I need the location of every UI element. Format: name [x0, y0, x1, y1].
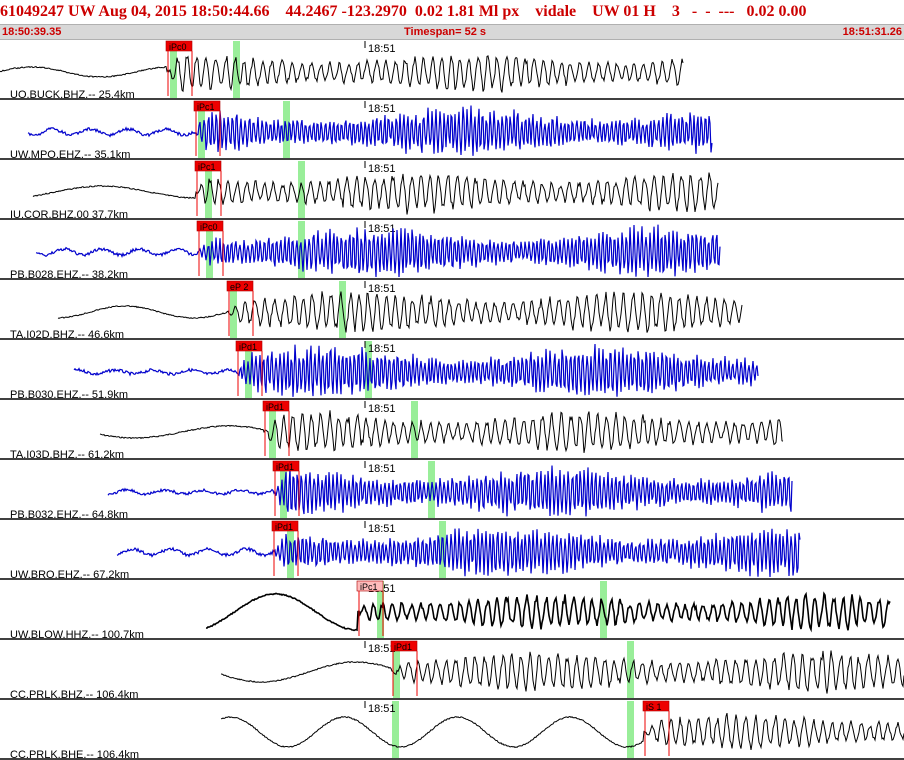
- channel-label: PB.B032.EHZ.-- 64.8km: [10, 509, 128, 521]
- phase-marker: [365, 341, 372, 398]
- channel-label: PB.B028.EHZ.-- 38.2km: [10, 269, 128, 281]
- pick-marker[interactable]: iPd1: [235, 340, 263, 396]
- trace-row: 18:51 iPc0 UO.BUCK.BHZ.-- 25.4km: [0, 40, 904, 101]
- minute-label: 18:51: [368, 103, 396, 115]
- channel-label: PB.B030.EHZ.-- 51.9km: [10, 389, 128, 401]
- minute-label: 18:51: [368, 163, 396, 175]
- header-bar: 61049247 UW Aug 04, 2015 18:50:44.66 44.…: [0, 0, 904, 40]
- channel-label: UW.BLOW.HHZ.-- 100.7km: [10, 629, 144, 641]
- phase-marker: [439, 521, 446, 578]
- trace-row: 18:51 iPd1 PB.B032.EHZ.-- 64.8km: [0, 460, 904, 521]
- trace-row: 18:51 iS 1 CC.PRLK.BHE.-- 106.4km: [0, 700, 904, 760]
- pick-label: iPc1: [197, 102, 215, 112]
- pick-marker[interactable]: iPc1: [356, 580, 384, 636]
- minute-label: 18:51: [368, 643, 396, 655]
- phase-marker: [393, 641, 400, 698]
- minute-label: 18:51: [368, 283, 396, 295]
- waveform: [116, 528, 801, 578]
- minute-label: 18:51: [368, 403, 396, 415]
- phase-marker: [298, 161, 305, 218]
- trace-row: 18:51 iPd1 UW.BRO.EHZ.-- 67.2km: [0, 520, 904, 581]
- phase-marker: [627, 641, 634, 698]
- channel-label: TA.I03D.BHZ.-- 61.2km: [10, 449, 124, 461]
- waveform: [27, 105, 713, 156]
- pick-label: iPc1: [198, 162, 216, 172]
- waveform: [107, 465, 793, 517]
- channel-label: UW.MPO.EHZ.-- 35.1km: [10, 149, 130, 161]
- channel-label: UO.BUCK.BHZ.-- 25.4km: [10, 89, 135, 101]
- pick-marker[interactable]: iS 1: [642, 700, 670, 756]
- pick-marker[interactable]: iPd1: [390, 640, 418, 696]
- channel-label: UW.BRO.EHZ.-- 67.2km: [10, 569, 129, 581]
- pick-label: iPc0: [200, 222, 218, 232]
- event-title: 61049247 UW Aug 04, 2015 18:50:44.66 44.…: [0, 3, 807, 20]
- minute-label: 18:51: [368, 703, 396, 715]
- time-bar: 18:50:39.35 Timespan= 52 s 18:51:31.26: [0, 24, 904, 40]
- timespan-label: Timespan= 52 s: [404, 26, 487, 38]
- trace-row: 18:51 iPc0 PB.B028.EHZ.-- 38.2km: [0, 220, 904, 281]
- phase-marker: [233, 41, 240, 98]
- pick-marker[interactable]: eP 2: [226, 280, 254, 336]
- trace-row: 18:51 iPd1 PB.B030.EHZ.-- 51.9km: [0, 340, 904, 401]
- pick-label: iPd1: [276, 462, 294, 472]
- waveform: [220, 712, 904, 750]
- waveform: [99, 410, 784, 453]
- pick-marker[interactable]: iPc1: [193, 100, 221, 156]
- channel-label: CC.PRLK.BHE.-- 106.4km: [10, 749, 139, 760]
- waveform: [32, 172, 719, 215]
- phase-marker: [627, 701, 634, 758]
- trace-row: 18:51 eP 2 TA.I02D.BHZ.-- 46.6km: [0, 280, 904, 341]
- waveform: [220, 650, 904, 694]
- trace-row: 18:51 iPc1 IU.COR.BHZ.00 37.7km: [0, 160, 904, 221]
- waveform: [35, 224, 721, 278]
- trace-row: 18:51 iPd1 TA.I03D.BHZ.-- 61.2km: [0, 400, 904, 461]
- pick-label: iPd1: [266, 402, 284, 412]
- phase-marker: [170, 41, 177, 98]
- pick-label: iPc1: [360, 582, 378, 592]
- minute-label: 18:51: [368, 463, 396, 475]
- pick-label: iPc0: [169, 42, 187, 52]
- minute-label: 18:51: [368, 343, 396, 355]
- pick-label: iPd1: [275, 522, 293, 532]
- pick-marker[interactable]: iPd1: [272, 460, 300, 516]
- start-time: 18:50:39.35: [2, 26, 62, 38]
- waveform: [0, 55, 684, 93]
- pick-marker[interactable]: iPd1: [262, 400, 290, 456]
- pick-marker[interactable]: iPc1: [194, 160, 222, 216]
- pick-label: iS 1: [646, 702, 662, 712]
- trace-panel: 18:51 iPc0 UO.BUCK.BHZ.-- 25.4km 18:51 iPc1 U…: [0, 40, 904, 760]
- pick-marker[interactable]: iPc0: [165, 40, 193, 96]
- minute-label: 18:51: [368, 43, 396, 55]
- channel-label: TA.I02D.BHZ.-- 46.6km: [10, 329, 124, 341]
- waveform: [57, 291, 743, 333]
- minute-label: 18:51: [368, 223, 396, 235]
- channel-label: CC.PRLK.BHZ.-- 106.4km: [10, 689, 138, 701]
- pick-marker[interactable]: iPc0: [196, 220, 224, 276]
- minute-label: 18:51: [368, 523, 396, 535]
- phase-marker: [392, 701, 399, 758]
- pick-marker[interactable]: iPd1: [271, 520, 299, 576]
- pick-label: iPd1: [394, 642, 412, 652]
- phase-marker: [280, 461, 287, 518]
- end-time: 18:51:31.26: [842, 26, 902, 38]
- phase-marker: [287, 521, 294, 578]
- trace-row: 18:51 iPc1 UW.MPO.EHZ.-- 35.1km: [0, 100, 904, 161]
- phase-marker: [198, 101, 205, 158]
- waveform: [73, 343, 759, 397]
- waveform: [205, 591, 891, 633]
- pick-label: eP 2: [230, 282, 248, 292]
- pick-label: iPd1: [239, 342, 257, 352]
- channel-label: IU.COR.BHZ.00 37.7km: [10, 209, 128, 221]
- phase-marker: [269, 401, 276, 458]
